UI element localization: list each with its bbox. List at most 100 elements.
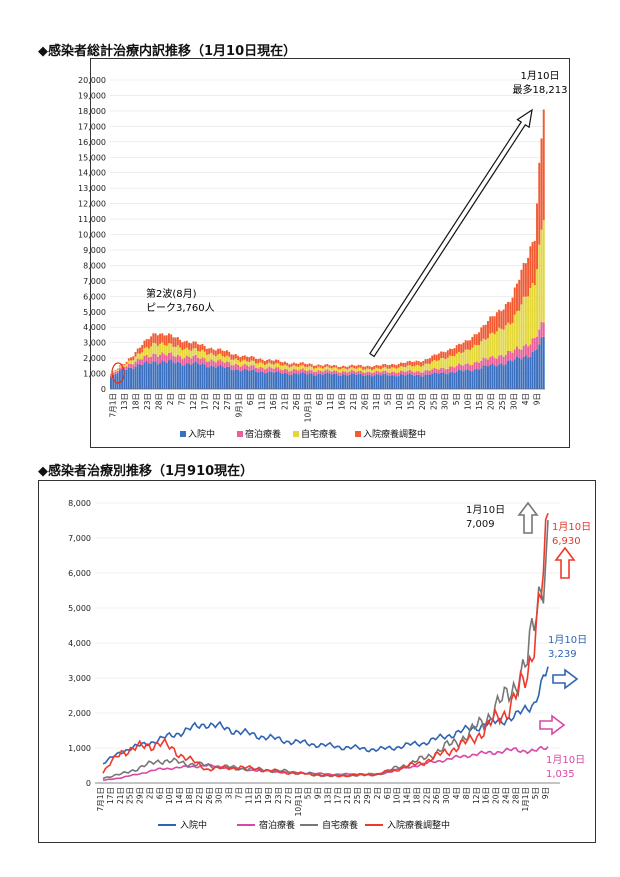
bar-hotel [524, 344, 527, 356]
bar-hospital [154, 361, 157, 389]
bar-hotel [536, 336, 539, 350]
x-tick-label: 6日 [246, 393, 255, 405]
bar-hotel [284, 368, 286, 374]
bar-adjust [513, 287, 516, 315]
bar-hotel [531, 338, 534, 352]
x-tick-label: 21日 [116, 787, 125, 804]
bar-adjust [301, 362, 304, 366]
bar-hospital [147, 363, 150, 389]
bar-hospital [433, 372, 436, 389]
bar-hotel [377, 371, 380, 375]
bar-home [237, 360, 240, 365]
adjust-annotation: 1月10日 [552, 521, 591, 533]
bar-adjust [136, 348, 139, 354]
y-tick-label: 7,000 [83, 277, 106, 286]
bar-hotel [498, 355, 501, 365]
bar-home [520, 304, 523, 350]
x-tick-label: 17日 [106, 787, 115, 804]
bar-hospital [478, 369, 481, 389]
bar-hospital [185, 362, 188, 389]
bar-home [371, 370, 373, 374]
bar-adjust [288, 364, 291, 368]
bar-hospital [270, 371, 273, 389]
legend-label: 宿泊療養 [259, 819, 295, 831]
bar-adjust [422, 361, 425, 366]
bar-home [498, 327, 501, 356]
bar-home [174, 346, 177, 357]
bar-hotel [413, 372, 416, 376]
x-tick-label: 16日 [269, 393, 278, 410]
y-tick-label: 4,000 [68, 639, 91, 648]
bar-hotel [321, 371, 324, 375]
bar-hotel [304, 370, 307, 374]
bar-hospital [397, 376, 400, 389]
bar-adjust [304, 363, 307, 367]
bar-home [156, 345, 159, 357]
bar-hotel [509, 351, 512, 361]
x-tick-label: 4日 [452, 787, 461, 799]
legend-label: 入院中 [188, 428, 215, 440]
bar-adjust [540, 138, 543, 230]
bar-hotel [139, 359, 141, 365]
bar-hospital [219, 364, 222, 389]
bar-adjust [442, 351, 445, 358]
x-tick-label: 10日 [464, 393, 473, 410]
bar-adjust [150, 336, 153, 347]
bar-hotel [342, 371, 344, 375]
bar-hotel [453, 367, 456, 373]
bar-adjust [188, 342, 191, 350]
bar-adjust [429, 358, 431, 364]
y-tick-label: 6,000 [68, 569, 91, 578]
hotel-arrow [539, 714, 566, 736]
bar-hotel [313, 372, 315, 376]
bar-home [125, 363, 128, 367]
bar-hospital [232, 370, 235, 389]
bar-hotel [442, 367, 445, 373]
x-tick-label: 26日 [292, 393, 301, 410]
peak-annotation: ピーク3,760人 [146, 302, 215, 314]
bar-home [210, 352, 213, 360]
bar-hotel [123, 367, 126, 370]
bar-hospital [411, 374, 414, 389]
x-tick-label: 2日 [145, 787, 154, 799]
line-adjust [102, 513, 549, 778]
bar-hospital [255, 371, 257, 389]
x-tick-label: 9日 [541, 787, 550, 799]
bar-hotel [324, 370, 327, 374]
x-tick-label: 6日 [315, 393, 324, 405]
bar-adjust [257, 359, 260, 364]
bar-hotel [248, 366, 251, 371]
bar-adjust [382, 364, 385, 368]
bar-home [446, 357, 449, 369]
bar-adjust [404, 362, 407, 368]
x-tick-label: 23日 [143, 393, 152, 410]
bar-home [379, 369, 382, 373]
bar-home [527, 296, 530, 347]
bar-home [163, 345, 166, 355]
bar-hotel [143, 355, 146, 363]
bar-hospital [172, 362, 175, 389]
bar-hotel [116, 370, 119, 374]
bar-adjust [241, 355, 244, 361]
bar-home [464, 349, 467, 364]
trend-arrow [369, 108, 533, 358]
y-tick-label: 3,000 [68, 674, 91, 683]
y-tick-label: 19,000 [78, 91, 106, 100]
bar-hospital [139, 364, 141, 389]
bar-adjust [145, 339, 148, 348]
bar-home [522, 296, 525, 346]
bar-home [455, 353, 458, 366]
bar-hospital [292, 373, 295, 389]
x-tick-label: 7日 [234, 787, 243, 799]
legend-label: 入院療養調整中 [387, 819, 450, 831]
bar-adjust [462, 342, 465, 353]
bar-adjust [484, 324, 487, 340]
y-tick-label: 5,000 [68, 604, 91, 613]
bar-home [252, 360, 255, 366]
bar-hotel [402, 371, 405, 375]
bar-hospital [538, 344, 541, 389]
max-annotation: 最多18,213 [513, 83, 568, 96]
bar-hotel [437, 369, 440, 374]
bar-home [315, 368, 318, 372]
x-tick-label: 14日 [175, 787, 184, 804]
